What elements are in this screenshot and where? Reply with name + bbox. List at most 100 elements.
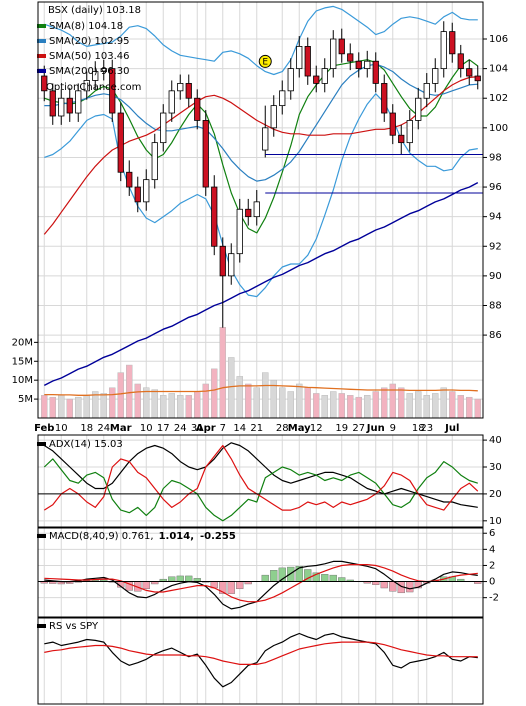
macd-hist-bar	[338, 577, 346, 582]
volume-bar	[432, 393, 439, 418]
volume-bar	[117, 372, 124, 418]
volume-bar	[151, 389, 158, 418]
candle-body	[287, 68, 294, 92]
y-tick-label: 10	[489, 516, 502, 527]
volume-bar	[279, 387, 286, 418]
candle-body	[66, 97, 73, 114]
candle-body	[219, 245, 226, 277]
candle-body	[134, 186, 141, 203]
volume-bar	[296, 383, 303, 418]
event-label: E	[262, 57, 268, 67]
line	[43, 458, 478, 522]
candle-body	[177, 83, 184, 92]
panel-frame	[37, 434, 484, 528]
x-tick-label: 9	[390, 423, 396, 434]
y-tick-label: 20M	[12, 337, 33, 348]
macd-hist-bar	[142, 581, 150, 590]
candle-body	[253, 201, 260, 218]
volume-bar	[423, 395, 430, 418]
macd-hist-bar	[329, 574, 337, 582]
volume-bar	[49, 396, 56, 418]
volume-bar	[330, 391, 337, 418]
panel-0	[41, 5, 481, 387]
volume-bar	[185, 395, 192, 418]
volume-bar	[406, 393, 413, 418]
legend-swatch	[37, 534, 46, 538]
y-tick-label: 30	[489, 462, 502, 473]
candle-body	[474, 75, 481, 82]
x-tick-label: 24	[97, 423, 110, 434]
candle-body	[321, 68, 328, 84]
macd-hist-bar	[261, 574, 269, 582]
candle-body	[49, 90, 56, 117]
volume-bar	[262, 372, 269, 418]
price-frame	[37, 1, 484, 419]
line	[44, 384, 478, 396]
y-tick-label: 6	[489, 528, 495, 539]
volume-bar	[415, 391, 422, 418]
volume-bar	[245, 383, 252, 418]
volume-bar	[143, 387, 150, 418]
x-tick-label: 21	[250, 423, 263, 434]
panel-1	[41, 326, 481, 418]
volume-bar	[109, 387, 116, 418]
watermark: OptionChance.com	[46, 82, 141, 93]
candle-body	[449, 31, 456, 55]
candle-body	[423, 83, 430, 99]
volume-bar	[372, 391, 379, 418]
macd-hist-bar	[270, 570, 278, 582]
legend-label: SMA(20) 102.95	[49, 36, 130, 47]
macd-hist-bar	[380, 581, 388, 589]
legend-label: SMA(50) 103.46	[49, 51, 130, 62]
volume-bar	[83, 395, 90, 418]
x-tick-label: 10	[55, 423, 68, 434]
candle-body	[355, 60, 362, 70]
volume-bar	[474, 398, 481, 418]
candle-body	[304, 46, 311, 77]
volume-bar	[466, 396, 473, 418]
volume-bar	[194, 391, 201, 418]
candle-body	[202, 120, 209, 188]
macd-hist-bar	[406, 581, 414, 593]
x-tick-label: 24	[174, 423, 187, 434]
candle-body	[457, 53, 464, 70]
volume-bar	[338, 393, 345, 418]
candle-body	[160, 112, 167, 144]
x-tick-label: 18	[412, 423, 425, 434]
line	[44, 560, 478, 610]
candle-body	[432, 68, 439, 84]
legend-swatch	[37, 442, 46, 446]
candle-body	[440, 31, 447, 70]
volume-bar	[168, 393, 175, 418]
candle-body	[338, 38, 345, 55]
chart-title: BSX (daily) 103.18	[48, 5, 141, 16]
legend-swatch	[37, 54, 46, 58]
candle-body	[211, 186, 218, 247]
legend-swatch	[37, 69, 46, 73]
x-tick-label: 31	[191, 423, 204, 434]
line	[44, 93, 478, 298]
panel-title: MACD(8,40,9) 0.761,	[49, 531, 154, 542]
y-tick-label: 92	[489, 241, 502, 252]
candle-body	[143, 179, 150, 203]
x-tick-label: 18	[80, 423, 93, 434]
candle-body	[313, 75, 320, 84]
volume-bar	[100, 393, 107, 418]
line	[43, 76, 478, 235]
line	[44, 564, 478, 603]
volume-bar	[58, 395, 65, 418]
volume-bar	[92, 391, 99, 418]
volume-bar	[270, 379, 277, 418]
volume-bar	[440, 387, 447, 418]
volume-bar	[75, 396, 82, 418]
macd-hist-bar	[287, 566, 295, 582]
volume-bar	[202, 383, 209, 418]
x-tick-label: Feb	[34, 423, 54, 434]
x-tick-label: 19	[335, 423, 348, 434]
panel-title-value: -0.255	[200, 531, 236, 542]
volume-bar	[355, 396, 362, 418]
line	[43, 444, 479, 511]
candle-body	[151, 142, 158, 181]
volume-bar	[287, 391, 294, 418]
